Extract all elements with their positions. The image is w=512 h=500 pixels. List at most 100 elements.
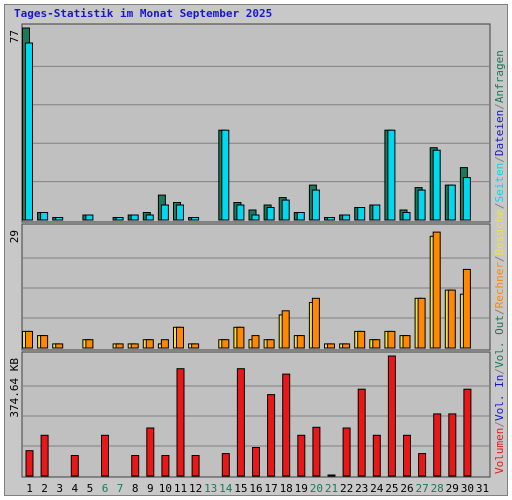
bar-visits-computer-rechner-day23 — [357, 330, 366, 349]
x-tick-label: 11 — [174, 482, 187, 495]
x-tick-label: 13 — [204, 482, 217, 495]
bar-volume-volumen-day19 — [297, 434, 306, 477]
bar-visits-computer-rechner-day16 — [251, 335, 260, 349]
bar-requests-pages-files-dateien-day30 — [462, 177, 471, 221]
legend-separator: / — [493, 368, 506, 375]
bar-volume-volumen-day16 — [252, 447, 260, 477]
bar-visits-computer-rechner-day26 — [402, 335, 411, 349]
legend-separator: / — [493, 421, 506, 428]
bar-visits-computer-rechner-day8 — [130, 343, 139, 349]
x-tick-label: 27 — [415, 482, 428, 495]
bar-requests-pages-files-dateien-day23 — [357, 207, 366, 221]
x-tick-label: 10 — [159, 482, 172, 495]
x-tick-label: 16 — [249, 482, 262, 495]
bar-visits-computer-rechner-day9 — [145, 339, 154, 349]
bar-volume-volumen-day22 — [342, 427, 351, 477]
x-tick-label: 20 — [310, 482, 323, 495]
x-tick-label: 19 — [295, 482, 308, 495]
x-tick-label: 17 — [264, 482, 277, 495]
bar-requests-pages-files-dateien-day29 — [447, 184, 456, 221]
bar-visits-computer-rechner-day7 — [115, 343, 124, 349]
x-tick-label: 6 — [102, 482, 109, 495]
x-tick-label: 7 — [117, 482, 124, 495]
legend-item-dateien: Dateien — [493, 110, 506, 156]
x-tick-label: 23 — [355, 482, 368, 495]
bar-visits-computer-rechner-day1 — [25, 330, 33, 349]
legend-item-rechner: Rechner — [493, 262, 506, 309]
bar-volume-volumen-day9 — [146, 427, 155, 477]
x-tick-label: 25 — [385, 482, 398, 495]
x-tick-label: 5 — [87, 482, 94, 495]
bar-requests-pages-files-dateien-day5 — [85, 214, 94, 221]
x-tick-label: 12 — [189, 482, 202, 495]
x-tick-label: 29 — [446, 482, 459, 495]
bar-volume-volumen-day30 — [463, 388, 472, 477]
bar-requests-pages-files-dateien-day25 — [387, 129, 396, 221]
bar-requests-pages-files-dateien-day14 — [221, 129, 230, 221]
bar-volume-volumen-day28 — [433, 413, 442, 477]
x-tick-label: 2 — [41, 482, 48, 495]
bar-volume-volumen-day14 — [221, 453, 230, 477]
x-tick-label: 1 — [26, 482, 33, 495]
bar-visits-computer-rechner-day27 — [417, 297, 426, 349]
bar-visits-computer-rechner-day22 — [342, 343, 351, 349]
bar-volume-volumen-day26 — [403, 434, 411, 477]
legend-item-volumen: Volumen — [493, 428, 506, 474]
bar-visits-computer-rechner-day15 — [236, 326, 245, 349]
legend-separator: / — [493, 156, 506, 163]
legend-separator: / — [493, 202, 506, 209]
chart-title: Tages-Statistik im Monat September 2025 — [14, 7, 273, 20]
bar-requests-pages-files-dateien-day10 — [160, 204, 169, 221]
bar-requests-pages-files-dateien-day12 — [191, 217, 200, 221]
bar-volume-volumen-day10 — [161, 455, 170, 477]
x-tick-label: 31 — [476, 482, 489, 495]
bar-visits-computer-rechner-day25 — [387, 330, 396, 349]
bar-requests-pages-files-dateien-day22 — [342, 214, 351, 221]
bar-requests-pages-files-dateien-day17 — [266, 207, 275, 221]
bar-requests-pages-files-dateien-day11 — [176, 204, 184, 221]
bar-visits-computer-rechner-day20 — [311, 297, 320, 349]
bar-requests-pages-files-dateien-day2 — [40, 212, 49, 221]
bar-requests-pages-files-dateien-day26 — [402, 212, 411, 221]
legend-separator: / — [493, 308, 506, 315]
x-tick-label: 30 — [461, 482, 474, 495]
bar-requests-pages-files-dateien-day21 — [327, 217, 335, 221]
bar-requests-pages-files-dateien-day24 — [372, 204, 381, 221]
bar-volume-volumen-day11 — [176, 368, 185, 477]
legend-item-seiten: Seiten — [493, 163, 506, 203]
x-tick-label: 26 — [400, 482, 413, 495]
bar-requests-pages-files-dateien-day7 — [115, 217, 124, 221]
bar-visits-computer-rechner-day14 — [221, 339, 230, 349]
bar-requests-pages-files-dateien-day1 — [25, 42, 33, 221]
bar-visits-computer-rechner-day5 — [85, 339, 94, 349]
bar-volume-volumen-day8 — [131, 455, 140, 477]
bar-volume-volumen-day12 — [191, 455, 200, 477]
x-tick-label: 8 — [132, 482, 139, 495]
bar-volume-volumen-day21 — [327, 474, 336, 477]
x-tick-label: 3 — [56, 482, 63, 495]
bar-visits-computer-rechner-day3 — [55, 343, 64, 349]
y-max-label-requests-pages-files: 77 — [8, 30, 21, 43]
bar-volume-volumen-day23 — [357, 388, 366, 477]
vertical-legend: Volumen/Vol. In/Vol. Out/Rechner/Besuche… — [493, 50, 506, 474]
bar-requests-pages-files-dateien-day15 — [236, 204, 245, 221]
bar-volume-volumen-day15 — [236, 368, 245, 477]
legend-item-anfragen: Anfragen — [493, 50, 506, 103]
bar-visits-computer-rechner-day29 — [447, 289, 456, 349]
x-tick-label: 24 — [370, 482, 384, 495]
legend-separator: / — [493, 103, 506, 110]
bar-requests-pages-files-dateien-day20 — [311, 189, 320, 221]
bar-requests-pages-files-dateien-day27 — [417, 189, 426, 221]
x-tick-label: 4 — [71, 482, 78, 495]
bar-requests-pages-files-dateien-day28 — [432, 149, 441, 221]
bar-volume-volumen-day4 — [70, 455, 79, 477]
x-tick-label: 14 — [219, 482, 233, 495]
bar-visits-computer-rechner-day11 — [176, 326, 184, 349]
bar-volume-volumen-day24 — [372, 434, 381, 477]
bar-visits-computer-rechner-day24 — [372, 339, 381, 349]
x-tick-label: 28 — [431, 482, 444, 495]
legend-item-volin: Vol. In — [493, 375, 506, 421]
plot-area-requests-pages-files — [21, 23, 491, 223]
bar-volume-volumen-day6 — [101, 434, 109, 477]
bar-volume-volumen-day18 — [282, 373, 291, 477]
